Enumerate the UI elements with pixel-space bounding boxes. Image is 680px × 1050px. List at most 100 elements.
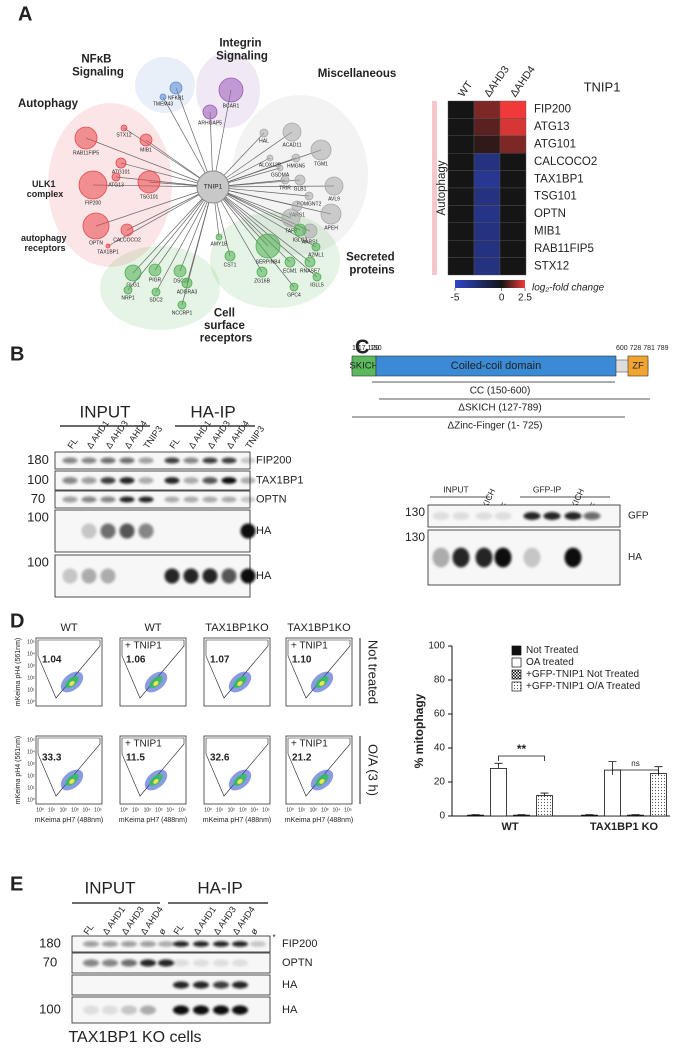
node bbox=[259, 128, 269, 138]
band bbox=[193, 959, 209, 967]
band-label: HA bbox=[256, 570, 272, 582]
group-label: INPUT bbox=[443, 484, 469, 494]
events bbox=[237, 680, 243, 686]
node-label: AVL9 bbox=[328, 196, 340, 202]
band bbox=[221, 457, 237, 464]
node-label: OPTN bbox=[89, 240, 103, 246]
row-label: STX12 bbox=[534, 260, 569, 272]
y-tick-label: 60 bbox=[434, 709, 446, 720]
x-tick-label: 10³ bbox=[71, 807, 79, 813]
x-tick-label: 10⁴ bbox=[251, 807, 259, 813]
condition-label: + TNIP1 bbox=[291, 739, 328, 750]
row-label: ATG101 bbox=[534, 139, 576, 151]
heatmap-cell bbox=[499, 100, 527, 119]
band bbox=[100, 457, 116, 464]
gate-value: 21.2 bbox=[292, 753, 312, 764]
heatmap-cell bbox=[499, 257, 527, 276]
group-label: GFP-IP bbox=[533, 484, 562, 494]
band bbox=[523, 512, 541, 520]
heatmap-cell bbox=[499, 205, 527, 223]
edge bbox=[95, 186, 214, 227]
gate-value: 1.07 bbox=[210, 655, 230, 666]
colorbar bbox=[455, 280, 525, 288]
band-label: FIP200 bbox=[256, 454, 291, 466]
mw-marker: 130 bbox=[405, 530, 425, 544]
caption: TAX1BP1 KO cells bbox=[68, 1029, 201, 1046]
group-label: Miscellaneous bbox=[318, 68, 397, 80]
band-label: TAX1BP1 bbox=[256, 474, 304, 486]
asterisk: * bbox=[272, 933, 275, 942]
node-label: ARHGAP5 bbox=[198, 120, 222, 126]
band bbox=[183, 477, 199, 484]
legend-swatch bbox=[511, 645, 522, 656]
colorbar-label: log₂-fold change bbox=[532, 283, 605, 294]
domain bbox=[627, 355, 649, 377]
domain-label: SKICH bbox=[349, 361, 378, 372]
band bbox=[240, 457, 256, 464]
band bbox=[213, 1005, 229, 1015]
row-label: Not treated bbox=[366, 640, 381, 704]
node bbox=[324, 176, 344, 196]
domain-label: Coiled-coil domain bbox=[451, 360, 542, 372]
column-title: WT bbox=[60, 622, 77, 634]
node bbox=[74, 126, 98, 150]
node bbox=[311, 242, 321, 252]
node bbox=[173, 264, 187, 278]
heatmap-cell bbox=[499, 152, 527, 171]
mw-marker: 130 bbox=[405, 505, 425, 519]
node bbox=[105, 243, 111, 249]
row-group-bar bbox=[432, 101, 437, 275]
row-label: ATG13 bbox=[534, 121, 570, 133]
x-tick-label: 10² bbox=[228, 807, 236, 813]
band bbox=[81, 457, 97, 464]
band bbox=[494, 512, 512, 520]
gate-value: 1.04 bbox=[42, 655, 62, 666]
band bbox=[121, 1005, 137, 1015]
node-label: MIB1 bbox=[140, 147, 152, 153]
condition-label: + TNIP1 bbox=[125, 739, 162, 750]
group-label: Integrin Signaling bbox=[216, 38, 268, 63]
edge bbox=[212, 186, 332, 215]
heatmap-cell bbox=[473, 239, 501, 258]
node bbox=[124, 264, 142, 282]
edge bbox=[212, 149, 322, 188]
node-label: ECM1 bbox=[283, 268, 297, 274]
node bbox=[159, 93, 167, 101]
node-label: IGLC2 bbox=[293, 237, 308, 243]
heatmap-cell bbox=[447, 118, 475, 137]
heatmap-cell bbox=[473, 118, 501, 137]
node bbox=[148, 263, 162, 277]
bar bbox=[490, 768, 507, 817]
band-label: GFP bbox=[628, 511, 649, 522]
events bbox=[319, 778, 325, 784]
band bbox=[62, 457, 78, 464]
column-label: ΔAHD4 bbox=[508, 64, 538, 100]
group-label: Secreted proteins bbox=[346, 252, 398, 277]
node-label: TAF8 bbox=[285, 228, 297, 234]
x-axis-label: mKeima pH7 (488nm) bbox=[35, 817, 103, 824]
legend-swatch bbox=[511, 657, 522, 668]
center-label: TNIP1 bbox=[204, 184, 223, 191]
heatmap-cell bbox=[499, 239, 527, 258]
node bbox=[177, 300, 187, 310]
heatmap-cell bbox=[447, 135, 475, 154]
band bbox=[202, 477, 218, 484]
events bbox=[237, 778, 243, 784]
group-region bbox=[100, 246, 220, 330]
y-tick-label: 10⁰ bbox=[27, 797, 35, 803]
flow-plot bbox=[285, 735, 353, 805]
mw-marker: 180 bbox=[27, 452, 49, 467]
band bbox=[240, 477, 256, 484]
x-tick-label: 10¹ bbox=[216, 807, 224, 813]
bar bbox=[581, 814, 598, 817]
band bbox=[193, 981, 209, 989]
group-sublabel: ULK1 complex bbox=[27, 179, 64, 199]
condition-label: + TNIP1 bbox=[125, 641, 162, 652]
edge bbox=[154, 186, 214, 271]
node bbox=[78, 170, 108, 200]
node bbox=[120, 124, 128, 132]
y-tick-label: 10⁵ bbox=[27, 639, 35, 645]
error-bar bbox=[608, 761, 617, 771]
y-tick-label: 10³ bbox=[27, 663, 35, 669]
gate bbox=[37, 639, 101, 699]
